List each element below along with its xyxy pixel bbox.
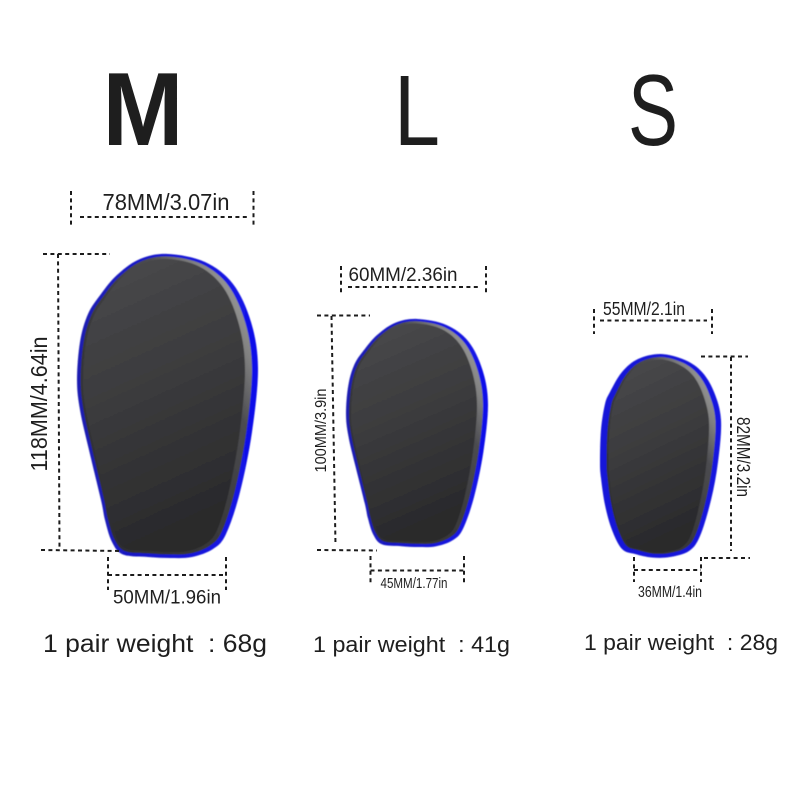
- svg-text:1 pair weight : 68g: 1 pair weight : 68g: [43, 630, 267, 658]
- svg-text:118MM/4.64in: 118MM/4.64in: [26, 337, 52, 472]
- svg-text:50MM/1.96in: 50MM/1.96in: [113, 587, 221, 609]
- svg-text:55MM/2.1in: 55MM/2.1in: [603, 299, 685, 319]
- svg-text:45MM/1.77in: 45MM/1.77in: [381, 576, 448, 592]
- svg-text:100MM/3.9in: 100MM/3.9in: [313, 389, 330, 473]
- svg-text:82MM/3.2in: 82MM/3.2in: [733, 417, 753, 497]
- svg-text:S: S: [628, 53, 678, 167]
- svg-text:1 pair weight : 28g: 1 pair weight : 28g: [584, 630, 778, 655]
- svg-text:36MM/1.4in: 36MM/1.4in: [638, 584, 702, 601]
- svg-text:78MM/3.07in: 78MM/3.07in: [103, 189, 230, 215]
- svg-text:M: M: [103, 51, 184, 167]
- svg-text:L: L: [394, 55, 440, 167]
- svg-text:1 pair weight : 41g: 1 pair weight : 41g: [313, 632, 510, 657]
- svg-text:60MM/2.36in: 60MM/2.36in: [349, 264, 458, 286]
